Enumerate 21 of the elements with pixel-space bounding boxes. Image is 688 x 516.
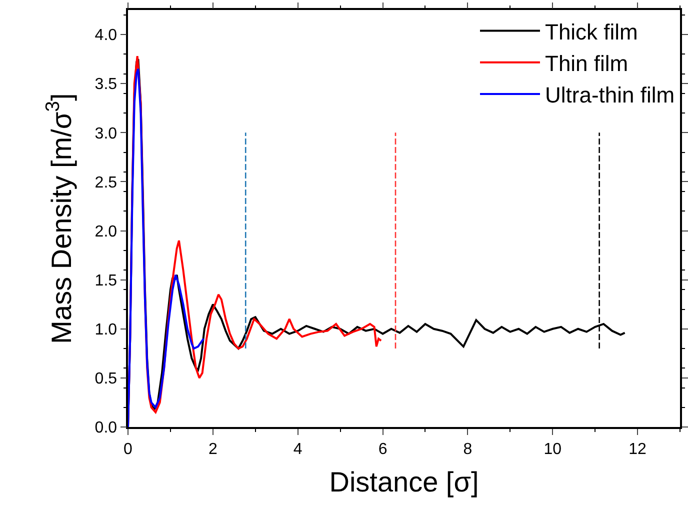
x-tick-label: 0 bbox=[124, 440, 133, 458]
x-tick-label: 8 bbox=[463, 440, 472, 458]
y-tick-label: 2.5 bbox=[94, 174, 118, 192]
x-tick-label: 4 bbox=[293, 440, 302, 458]
y-tick-label: 0.0 bbox=[94, 420, 118, 437]
legend-label: Ultra-thin film bbox=[545, 82, 675, 108]
line-series bbox=[128, 68, 205, 427]
x-tick-label: 6 bbox=[378, 440, 388, 458]
y-tick-label: 3.5 bbox=[94, 76, 118, 94]
x-tick-label: 10 bbox=[544, 440, 562, 458]
y-tick-label: 1.0 bbox=[94, 321, 118, 338]
x-axis-title: Distance [σ] bbox=[329, 466, 479, 498]
y-tick-label: 3.0 bbox=[94, 125, 118, 142]
x-tick-label: 2 bbox=[208, 440, 218, 458]
y-tick-label: 0.5 bbox=[94, 370, 118, 388]
y-tick-label: 1.5 bbox=[94, 272, 118, 290]
y-tick-label: 4.0 bbox=[94, 27, 118, 44]
legend-label: Thin film bbox=[545, 50, 628, 76]
x-tick-label: 12 bbox=[628, 440, 647, 458]
y-tick-label: 2.0 bbox=[94, 223, 118, 240]
legend-label: Thick film bbox=[545, 19, 638, 44]
